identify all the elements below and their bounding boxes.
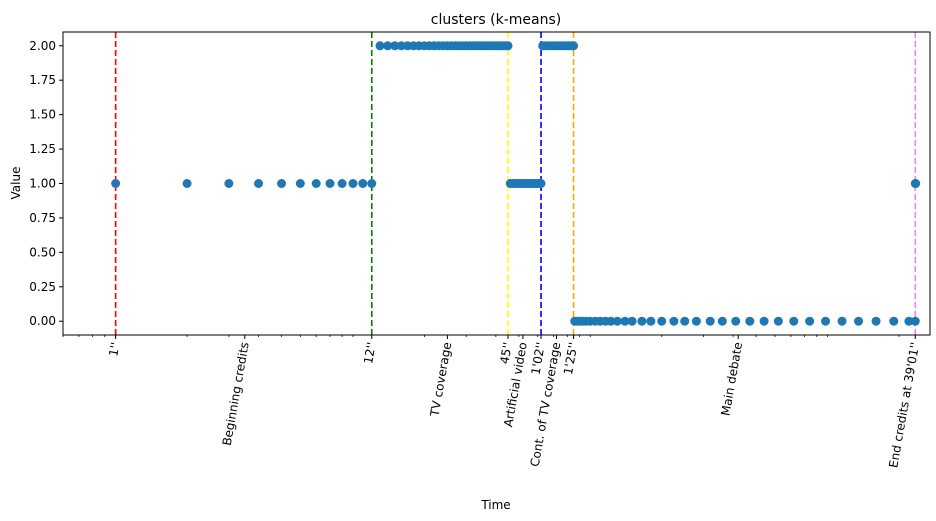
data-point: [536, 179, 546, 188]
data-point: [657, 316, 667, 326]
plot-area: [62, 31, 931, 336]
data-point: [612, 316, 622, 326]
data-point: [680, 316, 690, 326]
x-axis-title: Time: [480, 498, 510, 512]
data-point: [805, 316, 815, 326]
y-tick-label: 1.00: [29, 177, 56, 191]
data-point: [717, 316, 727, 326]
data-point: [337, 179, 347, 188]
data-point: [637, 316, 647, 326]
data-point: [759, 316, 769, 326]
data-point: [358, 179, 368, 188]
data-point: [620, 316, 630, 326]
y-axis: 0.00 0.25 0.50 0.75 1.00 1.25 1.50 1.75 2.00: [29, 39, 63, 328]
data-point: [569, 41, 579, 51]
y-tick-label: 1.75: [29, 73, 56, 87]
data-point: [111, 179, 121, 188]
data-point: [646, 316, 656, 326]
vlines-layer: [114, 32, 917, 335]
y-tick-label: 0.00: [29, 314, 56, 328]
data-point: [911, 179, 921, 188]
data-point: [295, 179, 305, 188]
data-point: [606, 316, 616, 326]
data-point: [904, 316, 914, 326]
data-point: [789, 316, 799, 326]
x-tick-label: 45'': [497, 341, 515, 365]
points-layer: [111, 41, 921, 326]
data-point: [821, 316, 831, 326]
data-point: [854, 316, 864, 326]
data-point: [731, 316, 741, 326]
y-tick-label: 0.50: [29, 245, 56, 259]
y-tick-label: 2.00: [29, 39, 56, 53]
data-point: [348, 179, 358, 188]
data-point: [182, 179, 192, 188]
data-point: [367, 179, 377, 188]
data-point: [889, 316, 899, 326]
chart-title: clusters (k-means): [431, 12, 561, 28]
data-point: [705, 316, 715, 326]
data-point: [669, 316, 679, 326]
data-point: [773, 316, 783, 326]
data-point: [396, 41, 406, 51]
data-point: [375, 41, 385, 51]
y-tick-label: 0.75: [29, 211, 56, 225]
data-point: [691, 316, 701, 326]
data-point: [224, 179, 234, 188]
data-point: [277, 179, 287, 188]
x-tick-label: 1'02'': [528, 341, 547, 376]
x-tick-label: 1'25'': [561, 341, 580, 376]
data-point: [910, 316, 920, 326]
data-point: [745, 316, 755, 326]
data-point: [627, 316, 637, 326]
y-tick-label: 0.25: [29, 280, 56, 294]
data-point: [383, 41, 393, 51]
data-point: [871, 316, 881, 326]
data-point: [254, 179, 264, 188]
x-tick-label: 1'': [106, 341, 122, 357]
y-tick-label: 1.50: [29, 108, 56, 122]
data-point: [325, 179, 335, 188]
data-point: [837, 316, 847, 326]
data-point: [311, 179, 321, 188]
y-tick-label: 1.25: [29, 142, 56, 156]
data-point: [390, 41, 400, 51]
y-axis-title: Value: [9, 167, 23, 200]
data-point: [503, 41, 513, 51]
x-tick-label: 12'': [361, 341, 379, 365]
